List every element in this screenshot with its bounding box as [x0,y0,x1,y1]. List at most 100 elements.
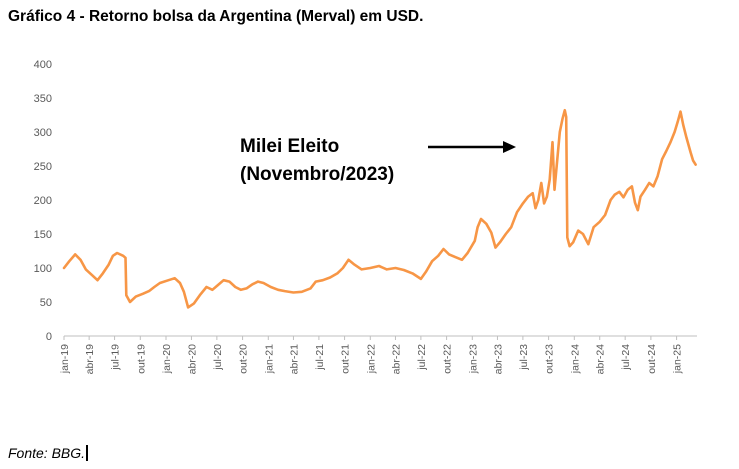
data-point [676,121,679,123]
data-point [587,243,590,245]
data-point [284,290,286,292]
x-tick-label: abr-19 [84,344,96,375]
data-point [112,255,114,257]
x-tick-label: jul-21 [314,344,326,371]
data-point [369,267,372,269]
data-point [546,195,548,198]
text-cursor-icon [86,445,89,461]
data-point [107,263,110,266]
data-point [531,192,534,194]
data-point [669,141,672,143]
x-tick-label: abr-21 [288,344,300,375]
data-point [342,267,344,269]
data-point [692,159,694,162]
data-point [499,241,501,243]
annotation-arrow-icon [503,141,516,153]
data-point [559,131,561,133]
data-point [277,289,279,291]
data-point [604,214,606,216]
data-point [474,240,476,242]
data-point [682,124,685,126]
y-tick-label: 300 [34,127,52,139]
data-point [534,207,537,209]
x-tick-label: out-19 [135,344,147,374]
series-layer [62,108,697,309]
data-point [251,283,254,286]
data-point [454,256,457,258]
data-point [431,260,433,263]
x-tick-label: jan-22 [365,344,377,374]
x-tick-label: jul-22 [416,344,428,371]
y-tick-label: 250 [34,161,52,173]
annotation: Milei Eleito (Novembro/2023) [240,136,516,185]
x-tick-label: jul-20 [212,344,224,371]
data-point [480,218,482,220]
data-point [510,226,512,228]
data-point [565,116,567,118]
data-point [245,287,248,290]
data-point [116,252,118,254]
data-point [592,226,595,228]
data-point [292,291,295,294]
data-point [179,282,181,284]
data-point [505,233,507,235]
data-point [540,182,543,184]
data-point [193,302,195,305]
data-point [572,241,574,243]
data-point [637,209,639,211]
data-point [63,267,65,269]
data-point [437,255,440,257]
data-point [652,185,655,188]
data-point [257,280,259,283]
data-point [122,255,124,257]
chart-title: Gráfico 4 - Retorno bolsa da Argentina (… [8,8,424,25]
y-tick-label: 200 [34,195,52,207]
data-point [394,267,397,269]
data-point [485,223,488,225]
data-point [124,257,127,259]
x-tick-label: jan-20 [161,344,173,374]
data-point [183,291,185,293]
data-point [322,279,324,282]
data-point [548,178,551,181]
data-point [336,272,339,275]
data-point [205,286,208,288]
data-point [661,158,663,160]
data-point [622,196,625,199]
data-point [561,117,564,120]
data-point [329,276,331,279]
data-point [262,282,265,284]
x-tick-label: jan-21 [263,344,275,374]
data-point [353,263,356,266]
x-tick-label: out-23 [544,344,556,374]
data-point [694,163,697,166]
data-point [240,289,242,291]
data-point [631,185,633,188]
y-axis: 0 50 100 150 200 250 300 350 400 [34,59,52,343]
data-point [626,189,629,191]
x-tick-label: abr-20 [186,344,198,375]
data-point [490,231,493,234]
data-point [494,246,497,249]
x-tick-label: jul-23 [518,344,530,371]
data-point [516,211,518,213]
data-point [564,109,566,111]
data-point [199,294,201,297]
data-point [96,279,99,282]
y-tick-label: 350 [34,93,52,105]
data-point [129,301,131,303]
x-tick-label: jan-23 [467,344,479,374]
x-tick-label: out-20 [238,344,250,374]
x-tick-label: out-22 [442,344,454,374]
data-point [648,182,650,184]
data-point [442,248,445,250]
data-point [656,175,659,177]
x-tick-label: jan-25 [672,344,684,374]
data-point [315,280,317,283]
data-point [309,287,312,290]
data-point [173,277,176,280]
data-point [360,268,363,271]
data-point [234,286,237,288]
data-point [79,259,82,261]
data-point [411,272,414,275]
